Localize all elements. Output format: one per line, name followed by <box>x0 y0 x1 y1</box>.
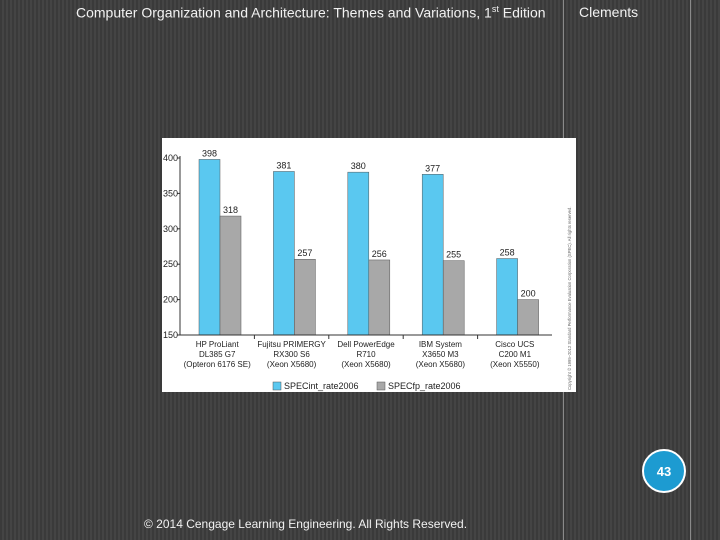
x-category-label: HP ProLiant <box>196 340 240 349</box>
x-category-label: Fujitsu PRIMERGY <box>257 340 326 349</box>
bar-value-label: 256 <box>372 249 387 259</box>
bar-value-label: 257 <box>297 248 312 258</box>
bar-value-label: 255 <box>446 250 461 260</box>
x-category-label: (Xeon X5680) <box>267 360 317 369</box>
chart-figure: 398 318 381 257 380 256 377 255 258 200 150 200 250 3… <box>162 138 576 392</box>
legend-swatch <box>272 381 282 391</box>
bar-chart: 398 318 381 257 380 256 377 255 258 200 150 200 250 3… <box>163 148 572 391</box>
x-category-label: (Opteron 6176 SE) <box>184 360 251 369</box>
y-tick-label: 300 <box>163 224 178 234</box>
bar-value-label: 398 <box>202 148 217 158</box>
slide-header-author: Clements <box>579 4 639 20</box>
x-category-label: DL385 G7 <box>199 350 236 359</box>
x-category-label: (Xeon X5680) <box>341 360 391 369</box>
x-category-label: C200 M1 <box>499 350 532 359</box>
y-tick-label: 150 <box>163 330 178 340</box>
bar <box>198 159 221 336</box>
slide-header-title: Computer Organization and Architecture: … <box>76 4 546 21</box>
figure-copyright-note: Copyright © 1995–2012 Standard Performan… <box>567 207 572 390</box>
bar-value-label: 377 <box>425 163 440 173</box>
legend-swatch <box>376 381 386 391</box>
bar <box>273 171 295 336</box>
bar-value-label: 380 <box>351 161 366 171</box>
copyright-footer: © 2014 Cengage Learning Engineering. All… <box>144 517 468 531</box>
x-category-label: (Xeon X5680) <box>416 360 466 369</box>
page-number-badge: 43 <box>642 449 686 493</box>
y-tick-label: 350 <box>163 188 178 198</box>
bar <box>219 215 242 336</box>
bar-value-label: 381 <box>276 160 291 170</box>
x-category-label: X3650 M3 <box>422 350 459 359</box>
bar-value-label: 200 <box>521 289 536 299</box>
x-category-label: IBM System <box>419 340 462 349</box>
bar <box>368 259 391 336</box>
y-tick-label: 400 <box>163 153 178 163</box>
x-category-label: R710 <box>356 350 376 359</box>
y-tick-label: 250 <box>163 259 178 269</box>
legend-label: SPECint_rate2006 <box>284 381 359 391</box>
bar <box>517 299 539 336</box>
x-category-label: Cisco UCS <box>495 340 534 349</box>
x-category-label: Dell PowerEdge <box>337 340 395 349</box>
bar <box>496 258 518 336</box>
bar <box>294 258 316 336</box>
x-category-label: (Xeon X5550) <box>490 360 540 369</box>
bar <box>347 171 370 336</box>
right-divider <box>690 0 691 540</box>
bar-value-label: 258 <box>500 248 515 258</box>
y-tick-label: 200 <box>163 295 178 305</box>
x-category-label: RX300 S6 <box>273 350 310 359</box>
bar <box>421 174 444 336</box>
bar-value-label: 318 <box>223 205 238 215</box>
legend-label: SPECfp_rate2006 <box>388 381 461 391</box>
bar <box>442 260 465 336</box>
